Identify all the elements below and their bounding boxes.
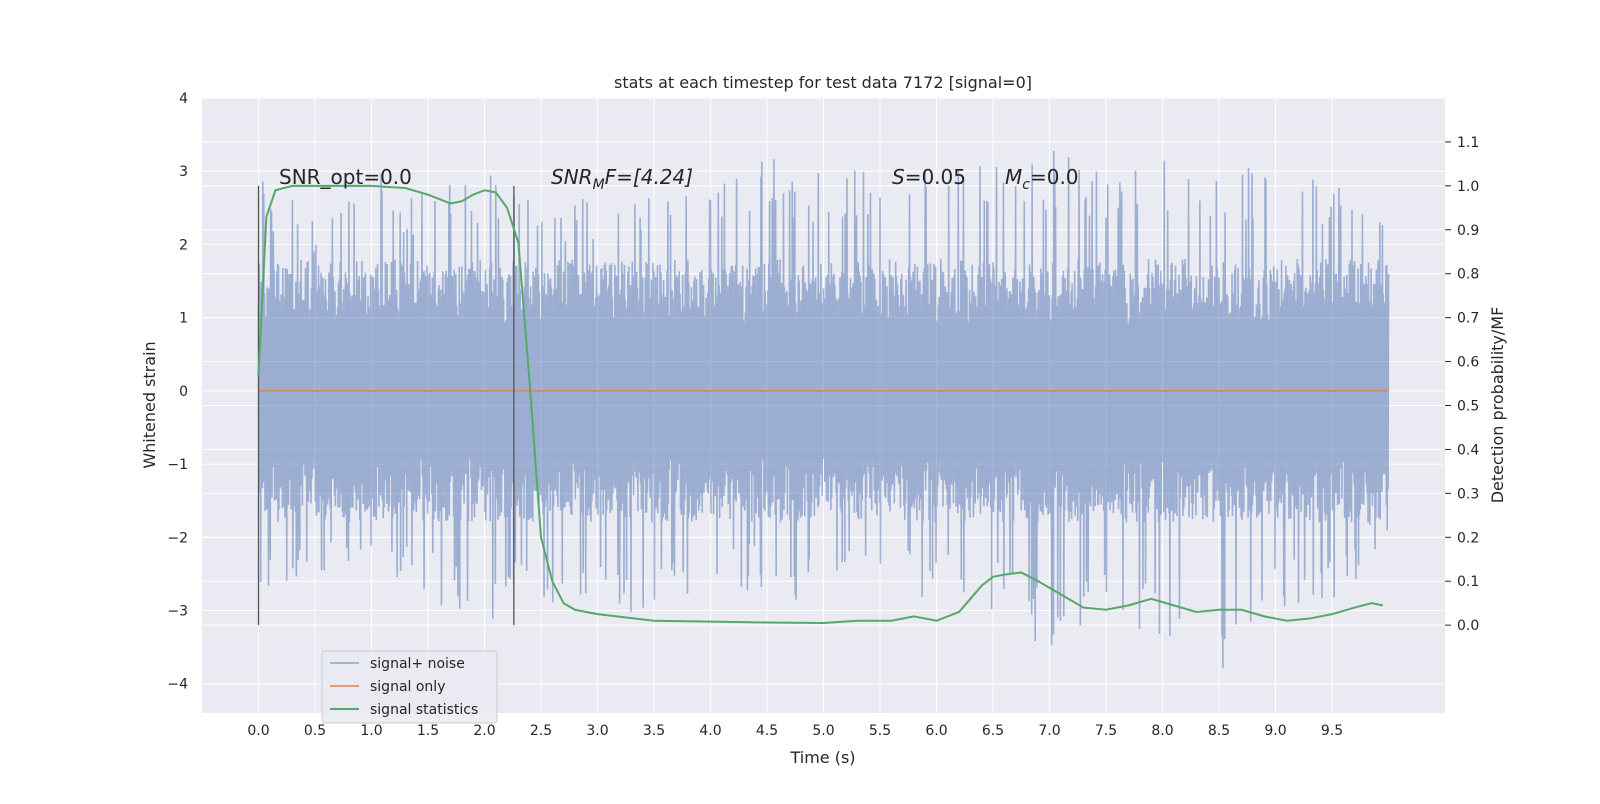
y-tick-label: −1 <box>167 457 188 473</box>
annotation-s: S=0.05 <box>892 165 966 189</box>
s-rest: =0.05 <box>905 165 966 189</box>
y-tick-label: 3 <box>179 164 188 180</box>
y-ticks: 4 3 2 1 0 −1 −2 −3 −4 <box>167 91 188 693</box>
y-right-tick-label: 0.2 <box>1457 530 1479 546</box>
annotation-snr-mf: SNRMF=[4.24] <box>551 165 693 193</box>
legend-label-stats: signal statistics <box>370 702 478 718</box>
y-axis-label: Whitened strain <box>140 341 159 468</box>
legend-label-noise: signal+ noise <box>370 656 465 672</box>
signal-statistics-line <box>257 184 1384 624</box>
x-tick-label: 6.0 <box>925 723 947 739</box>
s-base: S <box>892 165 905 189</box>
mc-sub: c <box>1022 177 1030 193</box>
y-right-tick-label: 0.0 <box>1457 618 1479 634</box>
x-tick-label: 4.0 <box>699 723 721 739</box>
y-right-tick-label: 0.1 <box>1457 574 1479 590</box>
x-ticks: 0.0 0.5 1.0 1.5 2.0 2.5 3.0 3.5 4.0 4.5 5.0 5.5 6.0 6… <box>247 723 1343 739</box>
mc-rest: =0.0 <box>1030 165 1079 189</box>
x-tick-label: 9.5 <box>1321 723 1343 739</box>
y-tick-label: −2 <box>167 530 188 546</box>
legend: signal+ noise signal only signal statist… <box>321 650 498 724</box>
y-right-tick-label: 1.0 <box>1457 179 1479 195</box>
annotation-mc: Mc=0.0 <box>1005 165 1079 193</box>
y-tick-label: 2 <box>179 237 188 253</box>
legend-box <box>321 650 498 724</box>
y-right-tick-label: 0.7 <box>1457 311 1479 327</box>
x-tick-label: 0.0 <box>247 723 269 739</box>
signal-noise-series <box>257 150 1390 668</box>
x-tick-label: 8.0 <box>1151 723 1173 739</box>
y-right-tick-label: 0.3 <box>1457 486 1479 502</box>
mc-base: M <box>1005 165 1022 189</box>
x-tick-label: 8.5 <box>1208 723 1230 739</box>
snr-mf-base: SNR <box>551 165 593 189</box>
x-tick-label: 0.5 <box>304 723 326 739</box>
x-tick-label: 2.5 <box>530 723 552 739</box>
y-right-tick-label: 0.6 <box>1457 355 1479 371</box>
markers <box>257 185 515 626</box>
x-tick-label: 1.0 <box>360 723 382 739</box>
y-tick-label: 1 <box>179 311 188 327</box>
x-tick-label: 1.5 <box>417 723 439 739</box>
y-right-tick-label: 0.8 <box>1457 267 1479 283</box>
y-tick-label: −4 <box>167 677 188 693</box>
x-tick-label: 2.0 <box>473 723 495 739</box>
snr-mf-rest: F=[4.24] <box>605 165 693 189</box>
x-axis-label: Time (s) <box>789 748 855 767</box>
y-tick-label: 0 <box>179 384 188 400</box>
signal-noise-trace <box>257 150 1390 668</box>
x-tick-label: 7.0 <box>1038 723 1060 739</box>
y-right-tick-label: 0.4 <box>1457 442 1479 458</box>
y-tick-label: 4 <box>179 91 188 107</box>
x-tick-label: 4.5 <box>756 723 778 739</box>
snr-mf-sub: M <box>593 177 605 193</box>
x-tick-label: 5.0 <box>812 723 834 739</box>
x-tick-label: 6.5 <box>982 723 1004 739</box>
x-tick-label: 9.0 <box>1264 723 1286 739</box>
x-tick-label: 3.0 <box>586 723 608 739</box>
x-tick-label: 5.5 <box>869 723 891 739</box>
y-right-tick-label: 0.5 <box>1457 399 1479 415</box>
y-right-tick-label: 1.1 <box>1457 135 1479 151</box>
annotation-snr-opt: SNR_opt=0.0 <box>279 165 412 189</box>
legend-label-signal: signal only <box>370 679 445 695</box>
x-tick-label: 3.5 <box>643 723 665 739</box>
chart-title: stats at each timestep for test data 717… <box>614 73 1032 92</box>
y-ticks-right: 1.1 1.0 0.9 0.8 0.7 0.6 0.5 0.4 0.3 0.2 0.1 0.0 <box>1445 135 1479 634</box>
y-right-tick-label: 0.9 <box>1457 223 1479 239</box>
x-tick-label: 7.5 <box>1095 723 1117 739</box>
y-tick-label: −3 <box>167 604 188 620</box>
y-axis-label-right: Detection probability/MF <box>1488 307 1507 504</box>
